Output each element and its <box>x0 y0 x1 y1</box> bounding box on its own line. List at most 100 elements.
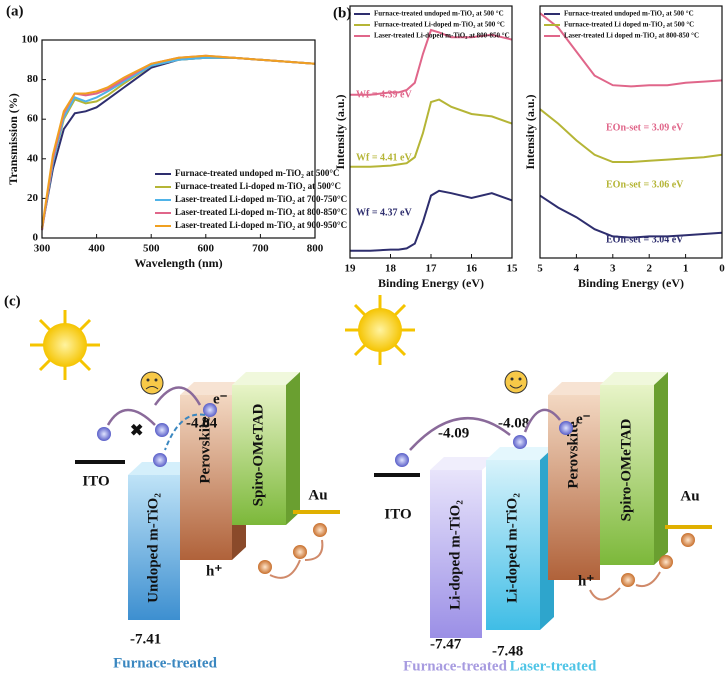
series-line <box>350 98 513 168</box>
panel-label: (c) <box>4 293 21 309</box>
x-axis-label: Wavelength (nm) <box>134 256 222 270</box>
panel-label: (b) <box>333 5 351 21</box>
legend-label: Furnace-treated undoped m-TiO₂ at 500 °C <box>564 10 694 18</box>
series-line <box>539 194 723 239</box>
x-tick-label: 1 <box>683 263 689 275</box>
series-line <box>41 56 316 231</box>
spiro-label: Spiro-OMeTAD <box>250 403 266 506</box>
x-tick-label: 2 <box>646 263 652 275</box>
x-tick-label: 300 <box>34 243 51 255</box>
x-tick-label: 0 <box>719 263 725 275</box>
sun <box>345 295 415 365</box>
legend-label: Laser-treated Li doped m-TiO₂ at 800-850… <box>564 32 699 40</box>
x-tick-label: 18 <box>385 263 397 275</box>
x-axis-label: Binding Energy (eV) <box>378 276 484 290</box>
plot-frame <box>41 39 316 239</box>
series-line <box>539 108 723 163</box>
x-axis-label: Binding Energy (eV) <box>578 276 684 290</box>
perovskite-box <box>548 382 614 580</box>
lumo-laser: -4.08 <box>498 415 529 431</box>
annotation: Wf = 4.37 eV <box>356 207 412 218</box>
annotation: EOn-set = 3.04 eV <box>606 234 684 245</box>
annotation: EOn-set = 3.06 eV <box>606 179 684 190</box>
plot-frame <box>349 5 513 259</box>
caption: Furnace-treated <box>113 655 218 671</box>
x-tick-label: 4 <box>574 263 580 275</box>
legend-label: Furnace-treated Li-doped m-TiO₂ at 500 °… <box>374 21 505 29</box>
series-line <box>350 28 513 96</box>
legend-label: Furnace-treated undoped m-TiO₂ at 500°C <box>175 168 339 178</box>
carriers <box>395 408 695 601</box>
caption-laser: Laser-treated <box>510 658 597 674</box>
annotation: EOn-set = 3.09 eV <box>606 122 684 133</box>
y-tick-label: 60 <box>27 113 39 125</box>
electron-label: e⁻ <box>213 391 228 407</box>
x-tick-label: 16 <box>466 263 478 275</box>
legend-label: Furnace-treated Li doped m-TiO₂ at 500 °… <box>564 21 694 29</box>
svg-text:✖: ✖ <box>130 423 143 440</box>
tio2-box <box>128 462 194 620</box>
au-label: Au <box>308 487 327 503</box>
tio2-laser-label: Li-doped m-TiO₂ <box>504 493 520 603</box>
legend-label: Laser-treated Li-doped m-TiO₂ at 800-850… <box>374 32 510 40</box>
y-axis-label: Transmission (%) <box>6 93 20 184</box>
x-tick-label: 3 <box>610 263 616 275</box>
x-tick-label: 500 <box>143 243 160 255</box>
y-axis-label: Intensity (a.u.) <box>333 94 347 169</box>
series-line <box>350 189 513 252</box>
panel-label: (a) <box>6 3 24 19</box>
y-tick-label: 100 <box>22 34 39 46</box>
sad-face <box>140 371 164 395</box>
series-line <box>539 12 723 88</box>
tio2-furnace-label: Li-doped m-TiO₂ <box>447 500 463 610</box>
legend-label: Furnace-treated undoped m-TiO₂ at 500 °C <box>374 10 504 18</box>
x-tick-label: 15 <box>507 263 519 275</box>
x-tick-label: 5 <box>537 263 543 275</box>
x-tick-label: 19 <box>345 263 357 275</box>
electron-label: e⁻ <box>576 411 591 427</box>
y-tick-label: 80 <box>27 73 39 85</box>
hole-label: h⁺ <box>206 563 222 579</box>
x-tick-label: 17 <box>426 263 438 275</box>
perovskite-label: Perovskite <box>197 416 213 484</box>
homo-furnace: -7.47 <box>430 636 462 652</box>
x-tick-label: 400 <box>88 243 105 255</box>
legend-label: Laser-treated Li-doped m-TiO₂ at 900-950… <box>175 220 347 230</box>
tio2-furnace-box <box>430 457 496 638</box>
sun <box>30 310 100 380</box>
annotation: Wf = 4.41 eV <box>356 152 412 163</box>
x-tick-label: 600 <box>198 243 215 255</box>
homo-value: -7.41 <box>130 631 161 647</box>
series-line <box>41 54 316 229</box>
carriers: ✖ <box>97 386 327 579</box>
ito-label: ITO <box>384 506 411 522</box>
series-line <box>41 56 316 231</box>
y-tick-label: 20 <box>27 192 39 204</box>
legend-label: Laser-treated Li-doped m-TiO₂ at 800-850… <box>175 207 347 217</box>
happy-face <box>504 370 528 394</box>
spiro-box <box>232 372 300 525</box>
charts: (a)300 400 500 600 700 800020406080100Wavelen… <box>6 3 726 289</box>
perovskite-label: Perovskite <box>565 421 581 489</box>
spiro-box <box>600 372 668 565</box>
hole-label: h⁺ <box>578 573 594 589</box>
au-label: Au <box>680 488 699 504</box>
ito-label: ITO <box>82 473 109 489</box>
homo-laser: -7.48 <box>492 643 523 659</box>
annotation: Wf = 4.39 eV <box>356 89 412 100</box>
legend-label: Laser-treated Li-doped m-TiO₂ at 700-750… <box>175 194 347 204</box>
legend-label: Furnace-treated Li-doped m-TiO₂ at 500°C <box>175 181 341 191</box>
caption-furnace: Furnace-treated <box>403 658 508 674</box>
spiro-label: Spiro-OMeTAD <box>618 418 634 521</box>
tio2-label: Undoped m-TiO₂ <box>145 493 161 603</box>
lumo-furnace: -4.09 <box>438 425 469 441</box>
x-tick-label: 800 <box>307 243 324 255</box>
x-tick-label: 700 <box>252 243 269 255</box>
y-axis-label: Intensity (a.u.) <box>523 94 537 169</box>
y-tick-label: 0 <box>33 232 39 244</box>
lumo-value: -4.04 <box>186 415 218 431</box>
y-tick-label: 40 <box>27 152 39 164</box>
diagram: (c) ITO Undoped m-TiO₂ Perovskite Spiro-… <box>4 293 712 674</box>
plot-frame <box>539 5 723 259</box>
